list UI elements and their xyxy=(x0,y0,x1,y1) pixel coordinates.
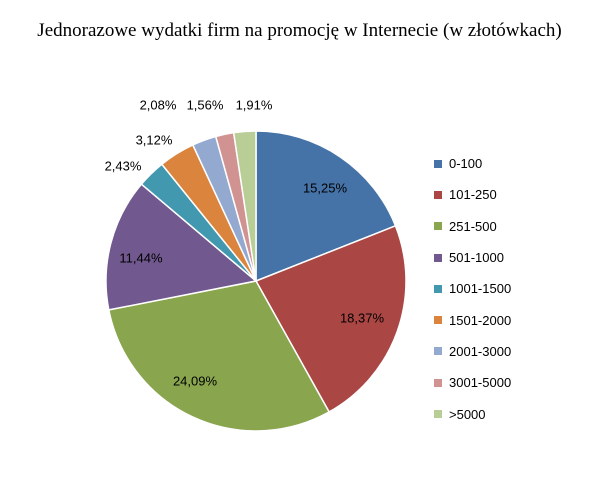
pie-slice-0-100 xyxy=(255,130,397,283)
legend-item: 501-1000 xyxy=(434,242,511,273)
legend-swatch xyxy=(434,284,442,293)
legend-swatch xyxy=(434,253,442,262)
legend-label: 2001-3000 xyxy=(449,343,512,359)
legend: 0-100 101-250 251-500 501-1000 1001-1500 1501… xyxy=(434,148,511,430)
legend-swatch xyxy=(434,410,442,419)
legend-label: 251-500 xyxy=(449,218,497,234)
legend-item: 3001-5000 xyxy=(434,367,511,398)
legend-swatch xyxy=(434,222,442,231)
legend-item: 1001-1500 xyxy=(434,273,511,304)
legend-label: 501-1000 xyxy=(449,250,504,266)
slice-value-label: 3,12% xyxy=(136,133,173,148)
slice-value-label: 24,09% xyxy=(173,374,218,389)
pie-slice-501-1000 xyxy=(105,183,258,311)
legend-item: 251-500 xyxy=(434,211,511,242)
legend-swatch xyxy=(434,378,442,387)
legend-item: 101-250 xyxy=(434,179,511,210)
legend-label: >5000 xyxy=(449,406,486,422)
pie-slice-251-500 xyxy=(107,280,331,432)
slice-value-label: 2,08% xyxy=(140,98,177,113)
slice-value-label: 15,25% xyxy=(303,181,348,196)
slice-value-label: 1,91% xyxy=(236,98,273,113)
legend-swatch xyxy=(434,347,442,356)
legend-item: 2001-3000 xyxy=(434,336,511,367)
slice-value-label: 2,43% xyxy=(105,159,142,174)
legend-label: 1001-1500 xyxy=(449,281,512,297)
slice-value-label: 1,56% xyxy=(187,98,224,113)
legend-item: >5000 xyxy=(434,398,511,429)
slice-value-label: 18,37% xyxy=(340,311,385,326)
legend-swatch xyxy=(434,316,442,325)
slice-value-label: 11,44% xyxy=(119,251,163,266)
legend-label: 1501-2000 xyxy=(449,312,512,328)
legend-label: 0-100 xyxy=(449,156,483,172)
legend-label: 3001-5000 xyxy=(449,375,512,391)
legend-swatch xyxy=(434,159,442,168)
pie-slice-5000 xyxy=(232,130,257,282)
chart-title: Jednorazowe wydatki firm na promocję w I… xyxy=(37,20,562,41)
pie-slice-101-250 xyxy=(254,224,407,413)
legend-label: 101-250 xyxy=(449,187,497,203)
legend-item: 1501-2000 xyxy=(434,304,511,335)
legend-item: 0-100 xyxy=(434,148,511,179)
legend-swatch xyxy=(434,190,442,199)
